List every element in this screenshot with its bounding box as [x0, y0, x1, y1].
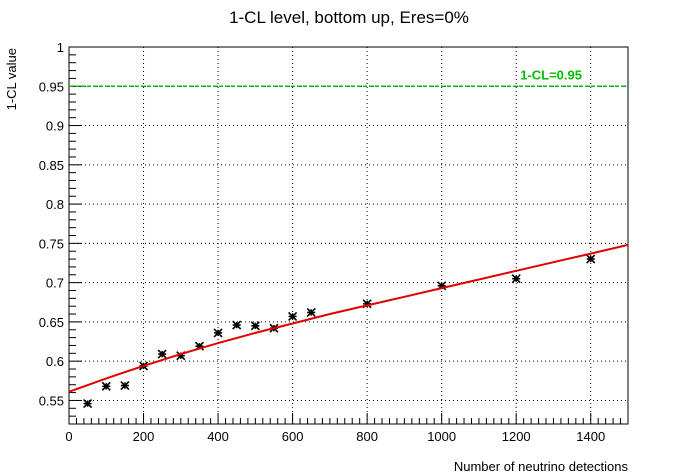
x-tick-label: 400 [207, 429, 229, 444]
y-tick-label: 0.75 [39, 236, 64, 251]
x-tick-label: 0 [65, 429, 72, 444]
x-tick-label: 600 [282, 429, 304, 444]
x-tick-label: 800 [356, 429, 378, 444]
data-point [83, 399, 93, 409]
chart-title: 1-CL level, bottom up, Eres=0% [229, 8, 469, 27]
data-point [288, 311, 298, 321]
data-point [586, 254, 596, 264]
data-point [232, 320, 242, 330]
data-point [213, 328, 223, 338]
data-point [250, 321, 260, 331]
x-tick-label: 1000 [427, 429, 456, 444]
y-tick-label: 0.6 [46, 354, 64, 369]
reference-label: 1-CL=0.95 [520, 67, 582, 82]
data-point [120, 380, 130, 391]
x-tick-label: 200 [133, 429, 155, 444]
y-tick-label: 0.55 [39, 393, 64, 408]
fit-line [68, 243, 629, 393]
y-tick-label: 0.7 [46, 276, 64, 291]
y-tick-label: 0.65 [39, 315, 64, 330]
data-point [511, 274, 521, 284]
x-axis-title: Number of neutrino detections [454, 459, 629, 474]
plot-frame [68, 46, 629, 425]
y-tick-label: 0.8 [46, 197, 64, 212]
y-axis-title: 1-CL value [4, 48, 19, 110]
x-tick-label: 1400 [576, 429, 605, 444]
x-tick-label: 1200 [502, 429, 531, 444]
data-point [157, 349, 167, 359]
data-point [306, 307, 316, 318]
data-point [101, 381, 111, 391]
y-tick-label: 0.85 [39, 158, 64, 173]
y-tick-label: 0.9 [46, 119, 64, 134]
y-tick-label: 0.95 [39, 79, 64, 94]
y-tick-label: 1 [57, 40, 64, 55]
